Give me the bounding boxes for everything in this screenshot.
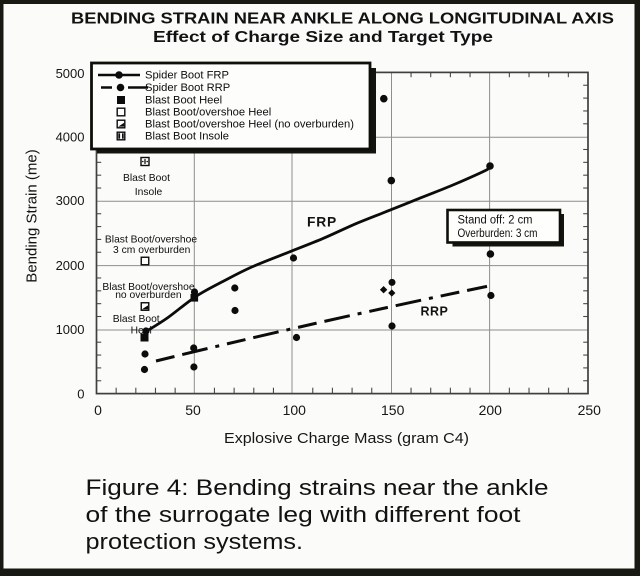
svg-text:Blast Boot/overshoe Heel: Blast Boot/overshoe Heel bbox=[145, 107, 271, 119]
svg-text:Blast Boot: Blast Boot bbox=[123, 173, 170, 184]
svg-text:protection systems.: protection systems. bbox=[86, 529, 304, 554]
svg-text:Blast Boot/overshoe: Blast Boot/overshoe bbox=[102, 282, 194, 293]
svg-text:Blast Boot/overshoe: Blast Boot/overshoe bbox=[105, 235, 197, 246]
svg-text:Blast Boot Insole: Blast Boot Insole bbox=[145, 131, 229, 143]
svg-text:3 cm overburden: 3 cm overburden bbox=[113, 245, 191, 256]
svg-text:no overburden: no overburden bbox=[115, 290, 182, 301]
svg-text:FRP: FRP bbox=[307, 215, 337, 230]
svg-text:Spider Boot FRP: Spider Boot FRP bbox=[145, 70, 229, 82]
svg-text:1000: 1000 bbox=[56, 322, 85, 337]
svg-text:50: 50 bbox=[185, 402, 201, 418]
svg-text:Blast Boot: Blast Boot bbox=[113, 314, 160, 325]
svg-text:4000: 4000 bbox=[56, 130, 85, 145]
svg-text:5000: 5000 bbox=[56, 66, 85, 81]
svg-text:Blast Boot/overshoe Heel (no o: Blast Boot/overshoe Heel (no overburden) bbox=[145, 119, 354, 131]
svg-text:BENDING STRAIN NEAR ANKLE ALON: BENDING STRAIN NEAR ANKLE ALONG LONGITUD… bbox=[71, 10, 614, 27]
svg-text:Overburden: 3 cm: Overburden: 3 cm bbox=[458, 228, 538, 240]
svg-text:Bending Strain (me): Bending Strain (me) bbox=[23, 149, 40, 282]
svg-text:RRP: RRP bbox=[421, 305, 449, 319]
svg-text:250: 250 bbox=[578, 402, 602, 418]
svg-text:200: 200 bbox=[479, 402, 503, 418]
svg-text:Blast Boot Heel: Blast Boot Heel bbox=[145, 95, 222, 107]
svg-text:Insole: Insole bbox=[135, 187, 163, 198]
svg-text:Heel: Heel bbox=[131, 326, 152, 337]
svg-text:Explosive Charge Mass (gram C4: Explosive Charge Mass (gram C4) bbox=[224, 431, 469, 447]
svg-text:100: 100 bbox=[283, 402, 307, 418]
svg-text:Effect of Charge Size and Targ: Effect of Charge Size and Target Type bbox=[153, 29, 493, 46]
svg-text:150: 150 bbox=[381, 402, 405, 418]
svg-text:Figure 4: Bending strains near: Figure 4: Bending strains near the ankle bbox=[86, 475, 549, 500]
svg-text:2000: 2000 bbox=[56, 258, 85, 273]
svg-text:0: 0 bbox=[94, 402, 102, 418]
svg-text:of the surrogate leg with diff: of the surrogate leg with different foot bbox=[86, 502, 521, 527]
svg-text:Spider Boot RRP: Spider Boot RRP bbox=[145, 82, 230, 94]
svg-text:0: 0 bbox=[77, 386, 84, 401]
svg-text:Stand off: 2 cm: Stand off: 2 cm bbox=[458, 215, 533, 227]
svg-text:3000: 3000 bbox=[56, 193, 85, 208]
